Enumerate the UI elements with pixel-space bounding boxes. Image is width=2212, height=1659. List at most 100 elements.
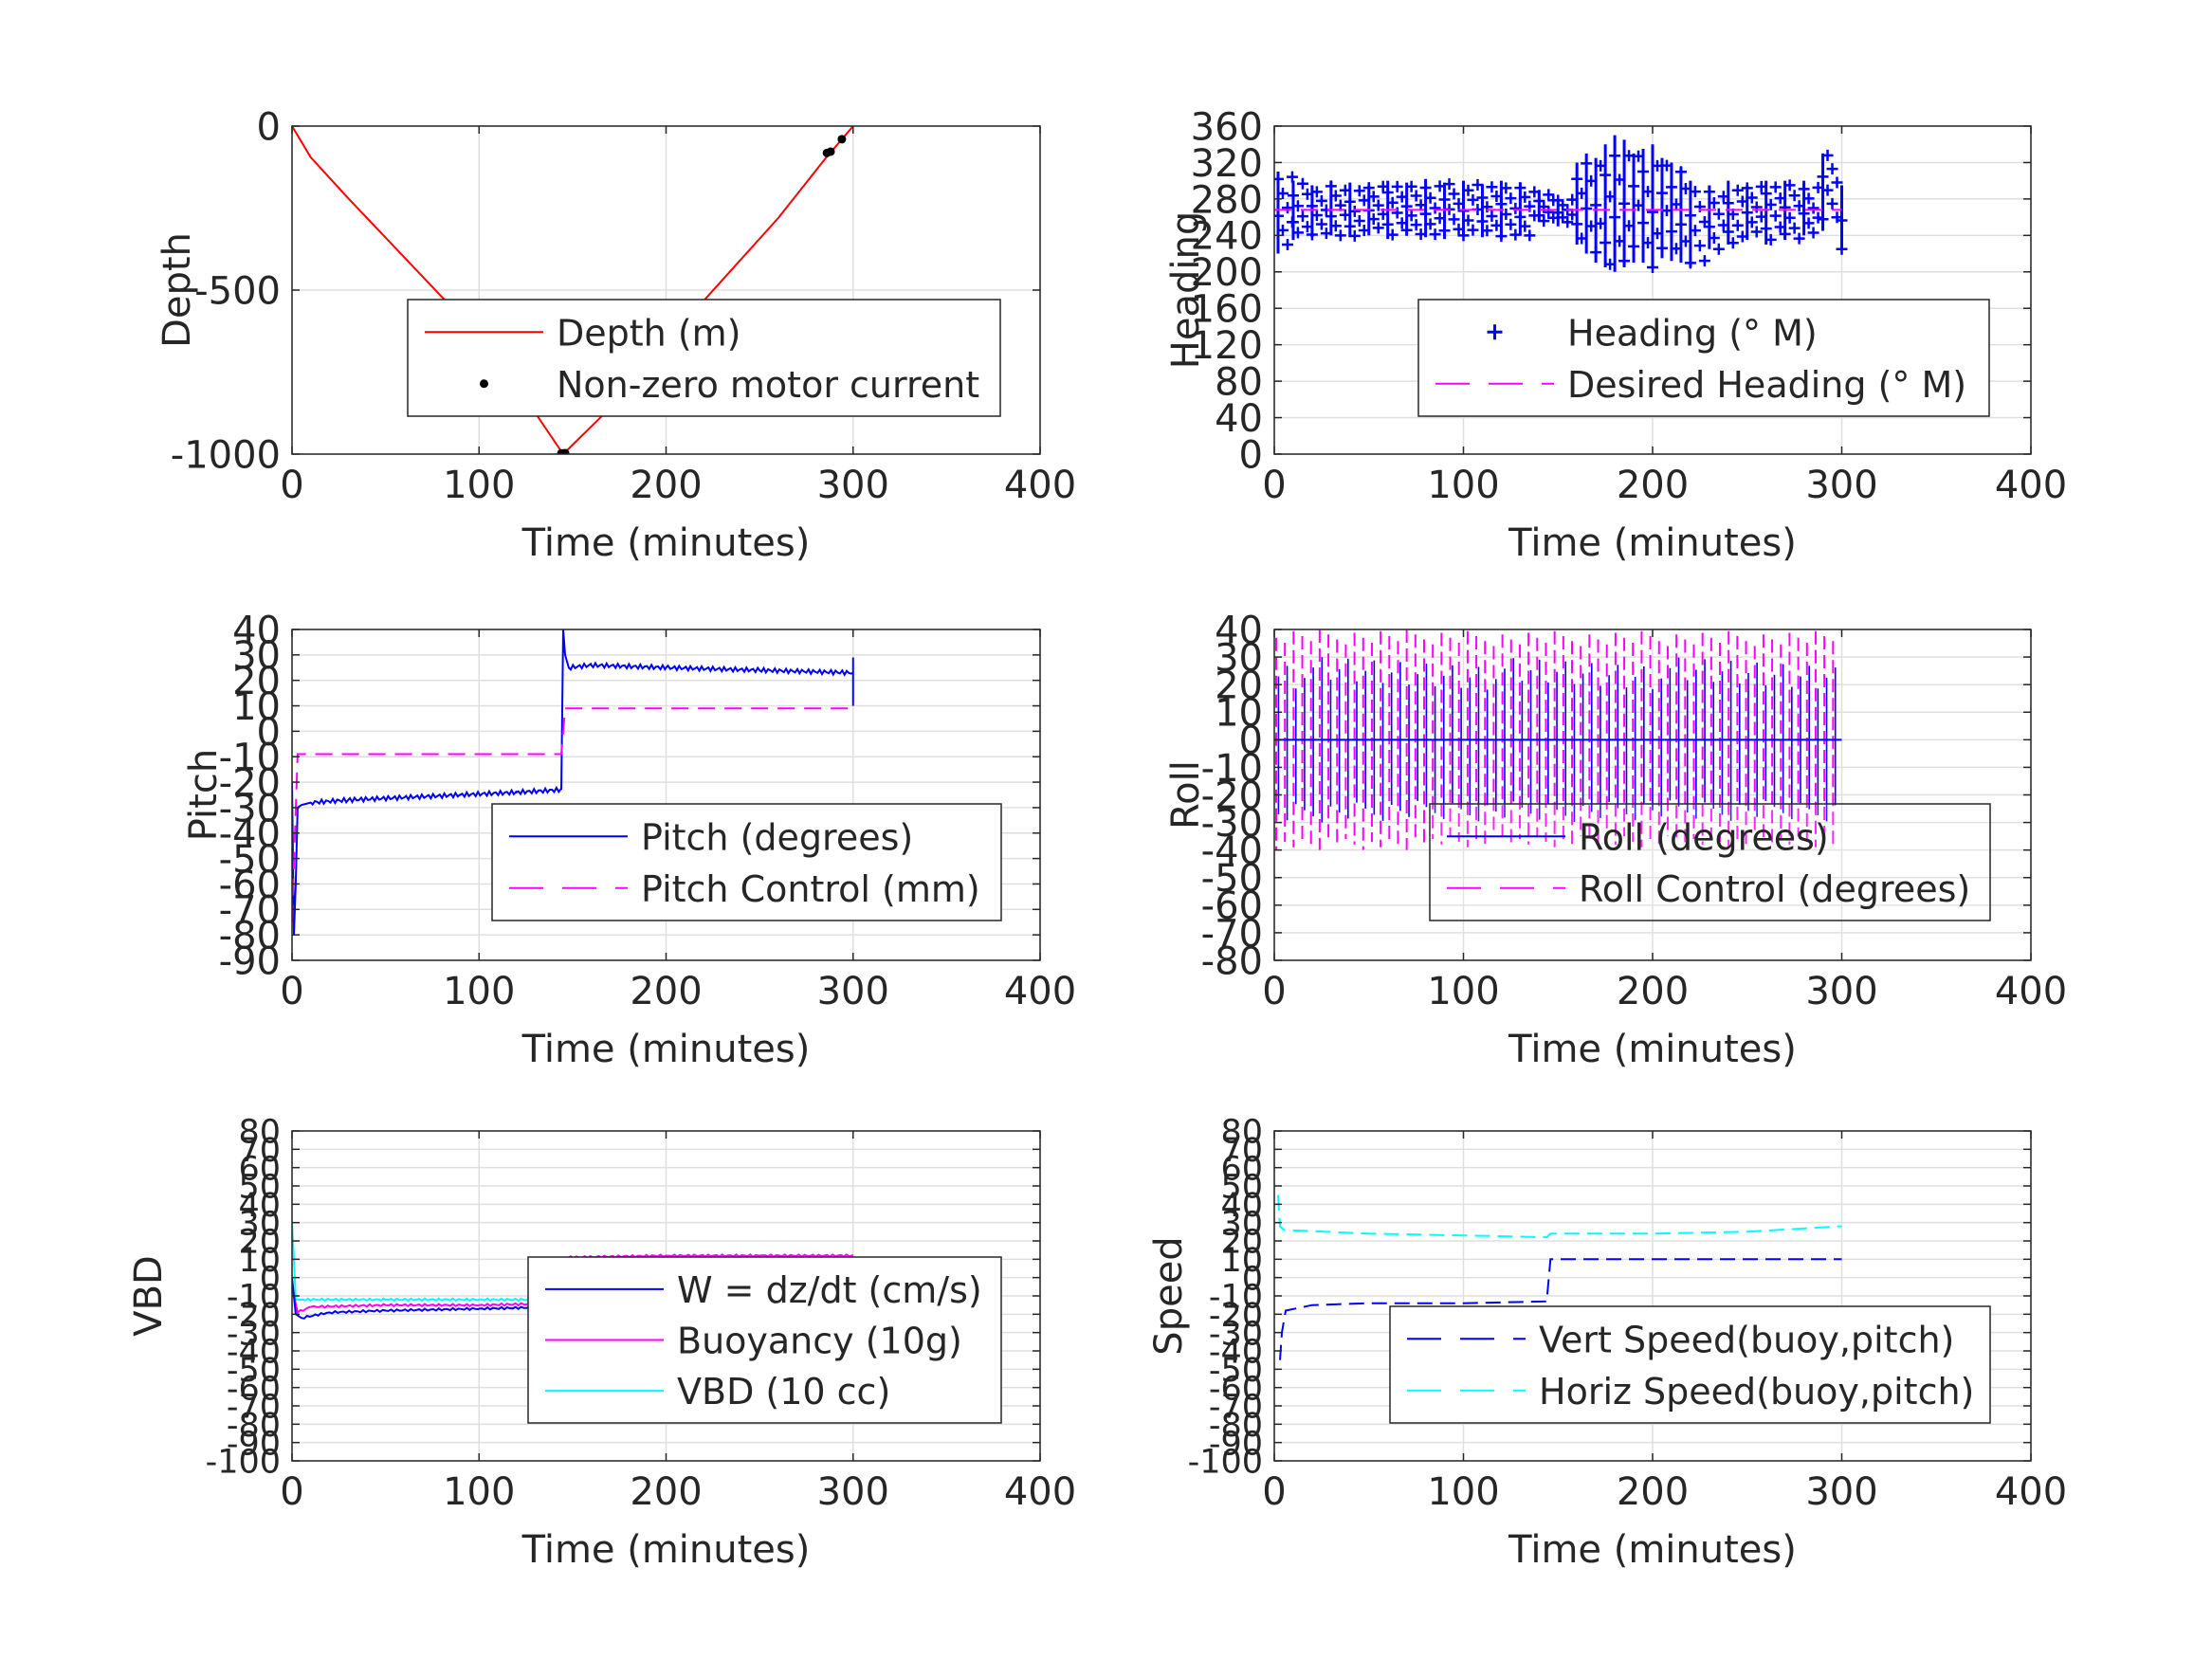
y-tick-label: 40 [238,1187,281,1225]
y-tick-label: -50 [1209,1352,1263,1390]
y-axis-label: VBD [127,1255,171,1337]
y-tick-label: -30 [1201,802,1263,846]
x-tick-label: 200 [630,970,702,1013]
heading-marker [1712,208,1725,220]
y-tick-label: 320 [1191,142,1263,186]
y-tick-label: 40 [1215,609,1263,652]
heading-marker [1731,184,1744,196]
y-tick-label: 40 [232,609,281,652]
series-roll [1277,657,1837,823]
panel-heading: 0 100 200 300 40004080120160200240280320360T… [1164,105,2067,565]
series-roll-control [1274,629,1835,850]
legend: Roll (degrees) Roll Control (degrees) [1429,803,1991,921]
x-tick-label: 100 [1427,970,1499,1013]
heading-marker [1281,239,1293,251]
y-tick-label: -80 [227,1407,281,1445]
panel-pitch: 0 100 200 300 400-90-80-70-60-50-40-30-20-10… [182,609,1076,1071]
x-tick-label: 100 [443,464,515,507]
series-line [1277,1194,1842,1239]
panel-vbd: 0 100 200 300 400-100-90-80-70-60-50-40-30-2… [127,1114,1076,1572]
y-axis-label: Speed [1147,1236,1191,1355]
y-tick-label: -70 [1209,1389,1263,1427]
legend-label: VBD (10 cc) [677,1371,890,1413]
heading-marker [1410,190,1422,202]
x-tick-label: 300 [817,970,889,1013]
heading-marker [1826,163,1838,175]
y-tick-label: -40 [219,812,281,856]
y-tick-label: 60 [238,1150,281,1188]
y-tick-label: -100 [1188,1444,1263,1482]
legend-label: Buoyancy (10g) [677,1321,962,1362]
motor-current-point [837,135,847,144]
heading-marker [1788,222,1801,234]
x-tick-label: 300 [817,464,889,507]
x-tick-label: 200 [630,464,702,507]
legend: Pitch (degrees) Pitch Control (mm) [491,803,1002,921]
plot-area [1277,1194,1842,1360]
y-tick-label: 50 [1220,1169,1263,1207]
legend-marker [480,379,488,389]
x-tick-label: 400 [1995,464,2067,507]
y-tick-label: 30 [1215,636,1263,680]
y-tick-label: -70 [1201,912,1263,956]
y-tick-label: -80 [219,915,281,958]
y-tick-label: -20 [1201,775,1263,818]
x-tick-label: 400 [1995,970,2067,1013]
x-tick-label: 300 [1805,970,1877,1013]
x-tick-label: 200 [1617,464,1689,507]
y-tick-label: 20 [232,660,281,703]
y-tick-label: -80 [1201,939,1263,983]
heading-marker [1410,219,1422,231]
y-axis-label: Roll [1164,760,1208,830]
heading-marker [1731,219,1744,231]
y-tick-label: -10 [219,737,281,780]
y-tick-label: -40 [1201,830,1263,873]
legend: Vert Speed(buoy,pitch) Horiz Speed(buoy,p… [1389,1305,1991,1424]
x-tick-label: 0 [1262,1470,1286,1514]
legend-box [1417,299,1990,417]
legend-marker [1487,324,1503,340]
y-tick-label: 70 [1220,1132,1263,1170]
x-axis-label: Time (minutes) [1508,1028,1797,1071]
x-axis-label: Time (minutes) [521,1028,811,1071]
heading-marker [1467,224,1479,236]
legend-label: Pitch Control (mm) [641,868,980,910]
x-tick-label: 300 [817,1470,889,1514]
x-tick-label: 200 [1617,970,1689,1013]
legend-box [407,299,1001,417]
legend-label: Non-zero motor current [557,364,979,406]
heading-marker [1505,192,1517,205]
heading-marker [1391,180,1403,192]
heading-marker [1750,201,1763,213]
x-tick-label: 200 [1617,1470,1689,1514]
y-tick-label: -20 [1209,1297,1263,1335]
y-tick-label: 240 [1191,215,1263,259]
x-axis-label: Time (minutes) [1508,521,1797,565]
y-axis-label: Heading [1164,211,1208,369]
y-tick-label: 360 [1191,105,1263,149]
heading-marker [1372,222,1384,234]
x-tick-label: 400 [1004,970,1076,1013]
y-tick-label: -90 [227,1425,281,1463]
y-tick-label: 0 [1239,433,1263,477]
x-tick-label: 0 [280,464,303,507]
heading-marker [1793,232,1805,245]
heading-marker [1486,210,1498,222]
y-tick-label: -20 [227,1297,281,1335]
y-tick-label: -10 [1201,747,1263,791]
x-tick-label: 0 [280,1470,303,1514]
plot-area [1274,629,1842,850]
y-tick-label: 0 [260,1260,281,1298]
y-tick-label: -10 [227,1279,281,1317]
panel-speed: 0 100 200 300 400-100-90-80-70-60-50-40-30-2… [1147,1114,2067,1572]
heading-marker [1562,216,1574,228]
y-tick-label: -100 [206,1444,281,1482]
x-tick-label: 100 [1427,1470,1499,1514]
heading-marker [1769,181,1782,193]
y-axis-label: Pitch [182,749,226,841]
legend-label: Pitch (degrees) [641,816,913,858]
legend-label: Heading (° M) [1567,312,1818,354]
series-line-depth [292,126,854,454]
y-tick-label: 50 [238,1169,281,1207]
